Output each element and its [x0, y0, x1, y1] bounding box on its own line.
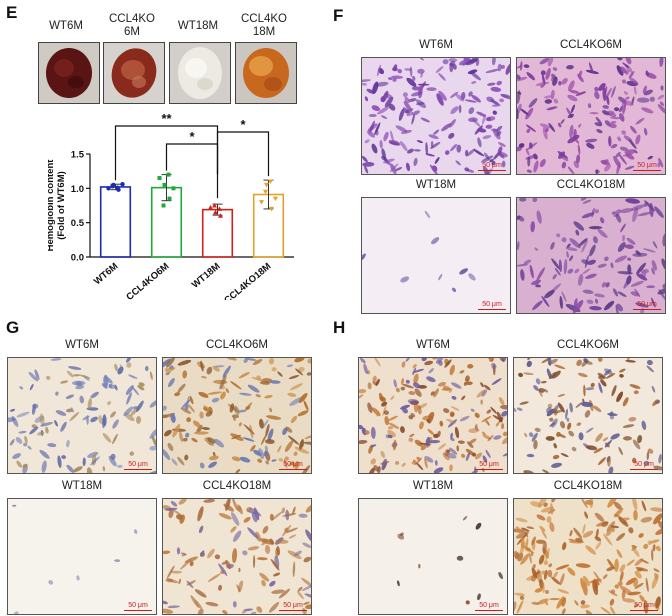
data-point — [161, 203, 166, 208]
scale-bar: 50 μm — [630, 460, 658, 470]
x-tick-label: CCL4KO6M — [124, 261, 171, 300]
data-point — [212, 203, 217, 208]
scale-bar: 50 μm — [475, 460, 503, 470]
data-point — [259, 200, 264, 205]
scale-bar: 50 μm — [633, 161, 661, 171]
panel-letter-g: G — [6, 318, 20, 337]
y-tick-label: 0.5 — [71, 218, 85, 229]
tissue-photo-ccl4ko6m — [103, 42, 165, 104]
data-point — [264, 182, 269, 188]
hemoglobin-bar-chart: 0.0 0.5 1.0 1.5 Hemoglobin content(Fold of W… — [48, 112, 294, 300]
panel-g-label-0: WT6M — [65, 339, 99, 351]
panel-f-micrograph-2: 50 μm — [361, 197, 511, 314]
scale-bar: 50 μm — [478, 161, 506, 171]
scale-bar-label: 50 μm — [482, 300, 502, 308]
panel-g-micrograph-3: 50 μm — [162, 498, 312, 615]
panel-f-label-1: CCL4KO6M — [560, 39, 622, 51]
significance-label: * — [240, 117, 246, 132]
scale-bar: 50 μm — [630, 601, 658, 611]
tissue-label-ccl4ko18m: CCL4KO 18M — [240, 13, 288, 38]
scale-bar: 50 μm — [279, 460, 307, 470]
y-tick-label: 1.5 — [71, 150, 85, 161]
scale-bar-label: 50 μm — [634, 601, 654, 609]
scale-bar-label: 50 μm — [128, 460, 148, 468]
bar — [99, 186, 132, 258]
panel-letter-f: F — [333, 6, 344, 25]
x-tick-label: WT18M — [190, 261, 223, 291]
tissue-photo-ccl4ko18m — [235, 42, 297, 104]
panel-g-micrograph-2: 50 μm — [7, 498, 157, 615]
data-point — [166, 172, 171, 177]
panel-f-label-0: WT6M — [419, 39, 453, 51]
scale-bar-label: 50 μm — [482, 161, 502, 169]
panel-g-label-1: CCL4KO6M — [206, 339, 268, 351]
panel-h-label-2: WT18M — [412, 480, 454, 492]
x-tick-label: WT6M — [92, 261, 121, 287]
data-point — [167, 196, 172, 201]
data-point — [106, 186, 111, 191]
scale-bar: 50 μm — [475, 601, 503, 611]
panel-f-micrograph-0: 50 μm — [361, 57, 511, 175]
data-point — [217, 206, 222, 211]
scale-bar: 50 μm — [279, 601, 307, 611]
panel-g-label-2: WT18M — [61, 480, 103, 492]
scale-bar-label: 50 μm — [479, 601, 499, 609]
scale-bar-label: 50 μm — [637, 300, 657, 308]
data-point — [208, 205, 213, 210]
panel-g-micrograph-0: 50 μm — [7, 357, 157, 474]
data-point — [273, 196, 278, 202]
data-point — [162, 182, 167, 187]
data-point — [120, 182, 125, 187]
data-point — [213, 209, 218, 215]
tissue-photo-wt18m — [169, 42, 231, 104]
significance-label: * — [189, 129, 195, 144]
significance-bracket — [216, 131, 270, 177]
data-point — [115, 185, 120, 190]
data-point — [171, 186, 176, 191]
tissue-label-wt18m: WT18M — [177, 20, 219, 32]
panel-f-micrograph-1: 50 μm — [516, 57, 666, 175]
bar — [201, 208, 234, 258]
panel-h-micrograph-1: 50 μm — [513, 357, 663, 474]
panel-letter-e: E — [6, 3, 18, 22]
panel-g-micrograph-1: 50 μm — [162, 357, 312, 474]
panel-h-micrograph-2: 50 μm — [358, 498, 508, 615]
y-tick-label: 0.0 — [71, 253, 84, 264]
panel-f-label-2: WT18M — [415, 179, 457, 191]
scale-bar: 50 μm — [124, 460, 152, 470]
significance-label: ** — [161, 112, 172, 126]
data-point — [263, 189, 268, 195]
data-point — [268, 179, 273, 184]
panel-h-label-3: CCL4KO18M — [553, 480, 623, 492]
scale-bar-label: 50 μm — [637, 161, 657, 169]
scale-bar-label: 50 μm — [479, 460, 499, 468]
data-point — [269, 206, 274, 212]
tissue-photo-wt6m — [38, 42, 100, 104]
panel-h-label-0: WT6M — [416, 339, 450, 351]
panel-letter-h: H — [333, 318, 346, 337]
panel-h-micrograph-3: 50 μm — [513, 498, 663, 615]
scale-bar: 50 μm — [478, 300, 506, 310]
scale-bar-label: 50 μm — [128, 601, 148, 609]
tissue-label-wt6m: WT6M — [49, 20, 83, 32]
y-tick-label: 1.0 — [71, 184, 84, 195]
data-point — [218, 213, 223, 218]
scale-bar-label: 50 μm — [634, 460, 654, 468]
scale-bar: 50 μm — [633, 300, 661, 310]
scale-bar-label: 50 μm — [283, 601, 303, 609]
tissue-label-ccl4ko6m: CCL4KO 6M — [108, 13, 156, 38]
panel-f-label-3: CCL4KO18M — [556, 179, 626, 191]
panel-h-micrograph-0: 50 μm — [358, 357, 508, 474]
panel-f-micrograph-3: 50 μm — [516, 197, 666, 314]
panel-h-label-1: CCL4KO6M — [557, 339, 619, 351]
scale-bar-label: 50 μm — [283, 460, 303, 468]
data-point — [110, 184, 115, 189]
data-point — [157, 176, 162, 181]
panel-g-label-3: CCL4KO18M — [202, 480, 272, 492]
x-tick-label: CCL4KO18M — [222, 261, 273, 300]
scale-bar: 50 μm — [124, 601, 152, 611]
y-axis-label: Hemoglobin content(Fold of WT6M) — [48, 159, 67, 252]
